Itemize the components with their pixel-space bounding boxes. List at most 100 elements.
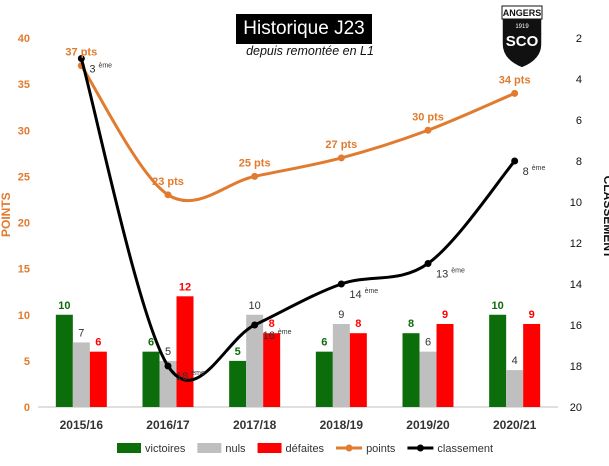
- y-right-tick-label: 16: [570, 320, 582, 332]
- bar-nuls: [419, 351, 437, 407]
- bar-value-label: 9: [529, 309, 535, 321]
- point-marker: [337, 154, 345, 162]
- classement-marker: [511, 157, 519, 165]
- classement-marker: [424, 260, 432, 267]
- y-right-tick-label: 14: [570, 279, 582, 291]
- bar-défaites: [436, 323, 454, 407]
- point-marker: [164, 191, 172, 199]
- legend: victoires nuls défaites points classement: [117, 443, 493, 455]
- bar-défaites: [176, 296, 194, 407]
- bar-value-label: 8: [269, 318, 275, 330]
- y-right-tick-label: 2: [576, 33, 582, 45]
- y-right-tick-label: 18: [570, 361, 582, 373]
- classement-value-label: 13 ème: [436, 268, 465, 281]
- y-left-tick-label: 30: [18, 125, 30, 137]
- points-value-label: 25 pts: [239, 157, 271, 169]
- bar-nuls: [506, 370, 524, 407]
- legend-marker: [345, 444, 353, 452]
- point-marker: [424, 126, 432, 134]
- bar-victoires: [315, 351, 333, 407]
- bar-nuls: [246, 314, 264, 407]
- logo-top-text: ANGERS: [503, 8, 542, 18]
- classement-value-label: 3 ème: [89, 63, 112, 76]
- bar-value-label: 9: [338, 309, 344, 321]
- y-right-tick-label: 12: [570, 238, 582, 250]
- classement-marker: [337, 280, 345, 288]
- y-right-tick-label: 6: [576, 115, 582, 127]
- y-left-tick-label: 0: [24, 402, 30, 414]
- y-left-tick-label: 10: [18, 310, 30, 322]
- legend-label: classement: [437, 443, 493, 455]
- bars: [55, 296, 541, 407]
- bar-value-label: 6: [321, 337, 327, 349]
- lines: [77, 55, 519, 382]
- bar-victoires: [402, 333, 420, 407]
- x-tick-label: 2020/21: [493, 418, 537, 432]
- bar-défaites: [523, 323, 541, 407]
- bar-value-label: 7: [78, 327, 84, 339]
- points-value-label: 23 pts: [152, 176, 184, 188]
- bar-value-label: 8: [408, 318, 414, 330]
- bar-victoires: [489, 314, 507, 407]
- bar-value-label: 10: [492, 300, 504, 312]
- classement-marker: [251, 321, 259, 329]
- y-left-tick-label: 5: [24, 356, 30, 368]
- bar-nuls: [72, 342, 90, 407]
- bar-value-label: 6: [425, 337, 431, 349]
- line-classement: [79, 58, 516, 382]
- legend-label: nuls: [225, 443, 246, 455]
- point-marker: [251, 172, 259, 180]
- bar-value-label: 8: [355, 318, 361, 330]
- bar-défaites: [349, 333, 367, 407]
- bar-défaites: [89, 351, 107, 407]
- bar-victoires: [55, 314, 73, 407]
- classement-value-label: 8 ème: [523, 165, 546, 178]
- points-value-label: 37 pts: [65, 47, 97, 59]
- y-left-tick-label: 25: [18, 171, 30, 183]
- y-left-tick-label: 20: [18, 218, 30, 230]
- y-axis-left-title: POINTS: [0, 192, 13, 237]
- bar-victoires: [142, 351, 160, 407]
- points-value-label: 30 pts: [412, 111, 444, 123]
- bar-défaites: [263, 333, 281, 407]
- legend-label: points: [366, 443, 396, 455]
- chart-title: Historique J23: [236, 14, 372, 44]
- y-right-tick-label: 10: [570, 197, 582, 209]
- chart-subtitle: depuis remontée en L1: [246, 44, 374, 58]
- bar-value-label: 5: [235, 346, 241, 358]
- y-axis-right-title: CLASSEMENT: [601, 175, 609, 259]
- angers-sco-logo-icon: ANGERS SCO 1919: [501, 5, 543, 69]
- points-value-label: 27 pts: [325, 139, 357, 151]
- bar-nuls: [332, 323, 350, 407]
- bar-value-label: 10: [249, 300, 261, 312]
- legend-label: victoires: [145, 443, 186, 455]
- bar-value-label: 9: [442, 309, 448, 321]
- legend-swatch: [257, 443, 282, 453]
- bar-value-label: 5: [165, 346, 171, 358]
- x-tick-label: 2016/17: [146, 418, 190, 432]
- y-left-tick-label: 35: [18, 79, 30, 91]
- x-tick-label: 2019/20: [406, 418, 450, 432]
- points-value-label: 34 pts: [499, 74, 531, 86]
- y-right-tick-label: 20: [570, 402, 582, 414]
- x-tick-label: 2017/18: [233, 418, 277, 432]
- y-left-tick-label: 40: [18, 33, 30, 45]
- y-right-tick-label: 4: [576, 74, 582, 86]
- x-tick-label: 2018/19: [320, 418, 364, 432]
- logo-bottom-text: 1919: [515, 24, 529, 30]
- y-right-tick-label: 8: [576, 156, 582, 168]
- point-marker: [511, 89, 519, 97]
- classement-marker: [164, 362, 172, 370]
- bar-victoires: [229, 360, 247, 407]
- classement-value-label: 14 ème: [349, 288, 378, 301]
- bar-value-label: 6: [95, 337, 101, 349]
- bar-value-label: 10: [58, 300, 70, 312]
- legend-swatch: [117, 443, 141, 453]
- bar-value-label: 6: [148, 337, 154, 349]
- bar-value-label: 12: [179, 281, 191, 293]
- legend-marker: [416, 444, 424, 452]
- y-left-tick-label: 15: [18, 264, 30, 276]
- legend-swatch: [197, 443, 222, 453]
